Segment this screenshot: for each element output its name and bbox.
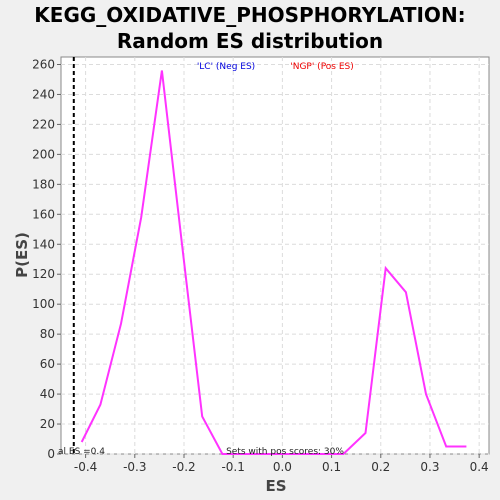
x-tick-label: -0.3 (123, 460, 146, 474)
y-axis-ticks: 0 20 40 60 80 100 120 140 160 180 200 220 240 260 (32, 57, 61, 461)
chart-title-line-1: KEGG_OXIDATIVE_PHOSPHORYLATION: (34, 3, 466, 27)
x-tick-label: -0.1 (221, 460, 244, 474)
legend: 'LC' (Neg ES) 'NGP' (Pos ES) (197, 62, 354, 72)
y-tick-label: 40 (40, 387, 55, 401)
chart-title: KEGG_OXIDATIVE_PHOSPHORYLATION: Random E… (0, 2, 500, 54)
y-tick-label: 0 (47, 447, 55, 461)
chart-title-line-2: Random ES distribution (116, 29, 384, 53)
y-tick-label: 120 (32, 267, 55, 281)
y-axis-label: P(ES) (13, 232, 31, 278)
x-tick-label: 0.1 (322, 460, 341, 474)
x-tick-label: 0.2 (371, 460, 390, 474)
y-tick-label: 160 (32, 207, 55, 221)
x-tick-label: 0.0 (273, 460, 292, 474)
y-tick-label: 20 (40, 417, 55, 431)
y-tick-label: 80 (40, 327, 55, 341)
pos-scores-annotation: Sets with pos scores: 30% (226, 447, 344, 457)
x-axis-ticks: -0.4 -0.3 -0.2 -0.1 0.0 0.1 0.2 0.3 0.4 (74, 454, 489, 474)
plot-area (60, 56, 490, 455)
y-tick-label: 140 (32, 237, 55, 251)
y-tick-label: 260 (32, 57, 55, 71)
legend-item-ngp-pos-es: 'NGP' (Pos ES) (290, 62, 354, 72)
y-tick-label: 240 (32, 87, 55, 101)
y-tick-label: 200 (32, 147, 55, 161)
y-tick-label: 60 (40, 357, 55, 371)
x-axis-label: ES (265, 477, 286, 495)
x-tick-label: -0.4 (74, 460, 97, 474)
grid-lines (61, 57, 489, 455)
series-line (80, 70, 467, 455)
x-tick-label: 0.3 (420, 460, 439, 474)
observed-es-label: al ES =0.4 (58, 447, 105, 457)
x-tick-label: 0.4 (470, 460, 489, 474)
series-layer (80, 70, 467, 455)
y-tick-label: 180 (32, 177, 55, 191)
x-tick-label: -0.2 (172, 460, 195, 474)
y-tick-label: 220 (32, 117, 55, 131)
y-tick-label: 100 (32, 297, 55, 311)
legend-item-lc-neg-es: 'LC' (Neg ES) (197, 62, 255, 72)
